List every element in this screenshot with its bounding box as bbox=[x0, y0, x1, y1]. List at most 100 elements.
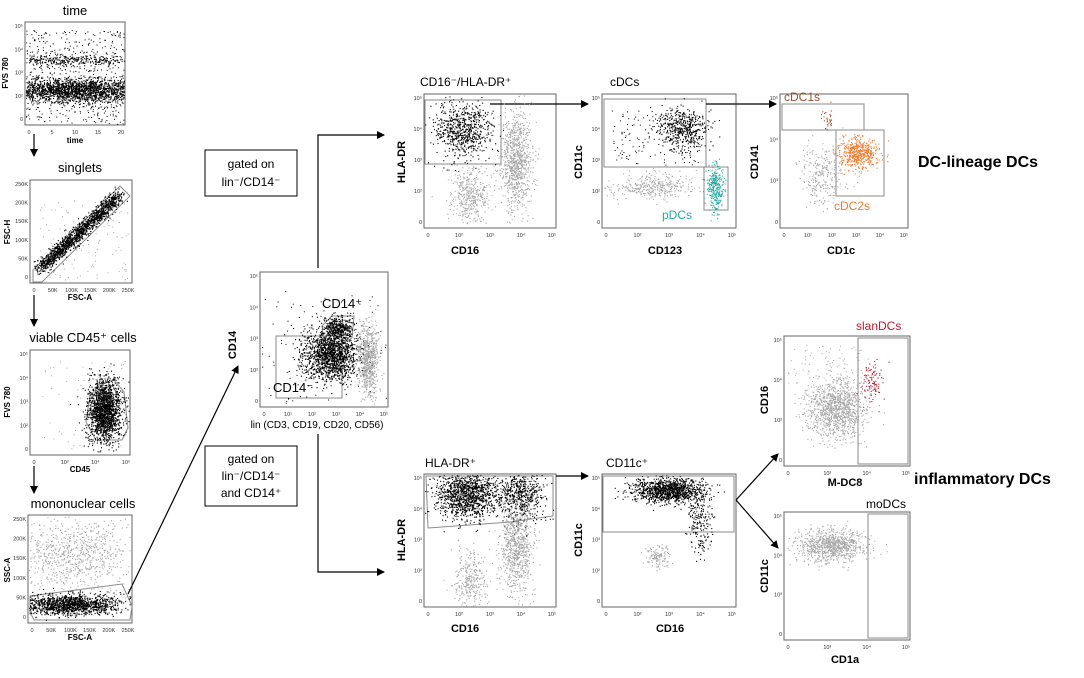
x-tick-label: 10³ bbox=[852, 233, 860, 239]
x-axis-label: FSC-A bbox=[68, 633, 93, 642]
x-tick-label: 10⁵ bbox=[728, 611, 736, 618]
x-tick-label: 10³ bbox=[61, 460, 69, 466]
note-line: lin⁻/CD14⁻ bbox=[222, 469, 281, 483]
x-tick-label: 0 bbox=[604, 233, 607, 239]
x-tick-label: 10⁴ bbox=[696, 611, 705, 618]
y-tick-label: 10⁴ bbox=[20, 375, 29, 382]
y-axis-label: SSC-A bbox=[3, 557, 12, 582]
x-tick-label: 10² bbox=[634, 233, 642, 239]
y-tick-label: 0 bbox=[779, 632, 782, 638]
x-tick-label: 10⁴ bbox=[91, 459, 100, 466]
x-tick-label: 10³ bbox=[665, 233, 673, 239]
arrow-cd11c-to-slan bbox=[736, 454, 778, 500]
y-axis-label: CD141 bbox=[749, 145, 761, 179]
y-tick-label: 200K bbox=[13, 537, 26, 543]
x-tick-label: 0 bbox=[32, 460, 35, 466]
y-tick-label: 150K bbox=[15, 219, 28, 225]
x-tick-label: 10² bbox=[308, 412, 316, 418]
cdc1-gate bbox=[782, 104, 864, 130]
x-tick-label: 10⁵ bbox=[900, 232, 908, 239]
plot-cdcs: cDCs pDCs CD123 CD11c bbox=[573, 75, 736, 257]
slan-label: slanDCs bbox=[856, 319, 901, 333]
x-tick-label: 0 bbox=[30, 628, 33, 634]
y-tick-label: 100K bbox=[15, 238, 28, 244]
y-tick-label: 10⁵ bbox=[414, 95, 422, 102]
x-tick-label: 0 bbox=[426, 233, 429, 239]
x-tick-label: 0 bbox=[426, 612, 429, 618]
note-line: gated on bbox=[228, 157, 275, 171]
y-tick-label: 10⁵ bbox=[774, 337, 782, 344]
pdc-label: pDCs bbox=[662, 208, 692, 222]
heading-dc-lineage: DC-lineage DCs bbox=[918, 154, 1038, 171]
x-axis-label: CD123 bbox=[648, 245, 682, 257]
x-tick-label: 10⁵ bbox=[728, 232, 736, 239]
x-tick-label: 0 bbox=[27, 130, 30, 136]
y-axis-label: FVS 780 bbox=[3, 386, 12, 418]
y-tick-label: 10⁴ bbox=[774, 552, 783, 559]
plot-cd11c-pos: CD11c⁺ CD16 CD11c bbox=[573, 456, 736, 635]
plot-title: CD16⁻/HLA-DR⁺ bbox=[420, 75, 511, 89]
x-tick-label: 150K bbox=[84, 288, 97, 294]
x-tick-label: 10³ bbox=[823, 645, 831, 651]
y-tick-label: 10⁴ bbox=[250, 304, 259, 311]
y-tick-label: 10³ bbox=[414, 538, 422, 544]
y-tick-label: 100K bbox=[13, 576, 26, 582]
y-axis-label: CD11c bbox=[573, 145, 585, 179]
mo-gate bbox=[868, 514, 908, 638]
y-tick-label: 0 bbox=[419, 220, 422, 226]
y-tick-label: 200K bbox=[15, 201, 28, 207]
y-tick-label: 10³ bbox=[20, 400, 28, 406]
y-tick-label: 10⁴ bbox=[414, 126, 423, 133]
y-axis-label: CD11c bbox=[573, 523, 585, 557]
plot-frame bbox=[25, 22, 125, 125]
x-tick-label: 10⁴ bbox=[862, 644, 871, 651]
x-tick-label: 10² bbox=[634, 612, 642, 618]
y-tick-label: 0 bbox=[255, 399, 258, 405]
y-tick-label: 10³ bbox=[592, 538, 600, 544]
x-axis-label: M-DC8 bbox=[828, 477, 863, 489]
x-tick-label: 10³ bbox=[486, 233, 494, 239]
y-tick-label: 0 bbox=[419, 599, 422, 605]
y-axis-label: CD16 bbox=[759, 386, 771, 414]
x-tick-label: 200K bbox=[103, 288, 116, 294]
x-axis-label: time bbox=[67, 136, 84, 145]
y-tick-label: 10³ bbox=[15, 71, 23, 77]
y-tick-label: 10³ bbox=[774, 593, 782, 599]
y-tick-label: 50K bbox=[18, 256, 28, 262]
y-axis-label: HLA-DR bbox=[396, 141, 408, 183]
x-tick-label: 0 bbox=[786, 471, 789, 477]
y-tick-label: 150K bbox=[13, 556, 26, 562]
y-axis-label: CD14 bbox=[227, 330, 239, 359]
cdc2-label: cDC2s bbox=[834, 199, 870, 213]
y-tick-label: 10² bbox=[250, 368, 258, 374]
x-tick-label: 10⁴ bbox=[356, 411, 365, 418]
x-axis-label: CD1c bbox=[827, 245, 855, 257]
x-tick-label: 10⁴ bbox=[696, 232, 705, 239]
plot-title: viable CD45⁺ cells bbox=[29, 330, 137, 345]
x-tick-label: 15 bbox=[95, 130, 101, 136]
heading-inflammatory: inflammatory DCs bbox=[914, 471, 1051, 488]
x-tick-label: 10⁴ bbox=[876, 232, 885, 239]
x-axis-label: CD16 bbox=[451, 245, 479, 257]
x-axis-label: lin (CD3, CD19, CD20, CD56) bbox=[251, 420, 384, 431]
cd14-negative-label: CD14⁻ bbox=[273, 380, 313, 395]
y-tick-label: 10² bbox=[592, 189, 600, 195]
x-axis-label: FSC-A bbox=[68, 293, 93, 302]
arrow-cd14-to-top bbox=[318, 135, 384, 268]
y-tick-label: 10³ bbox=[592, 158, 600, 164]
x-tick-label: 10⁵ bbox=[380, 411, 388, 418]
x-tick-label: 10³ bbox=[823, 471, 831, 477]
x-tick-label: 10⁴ bbox=[862, 470, 871, 477]
y-tick-label: 10³ bbox=[250, 337, 258, 343]
y-tick-label: 10² bbox=[15, 94, 23, 100]
plot-frame bbox=[784, 512, 910, 640]
x-tick-label: 10² bbox=[828, 233, 836, 239]
y-tick-label: 0 bbox=[597, 220, 600, 226]
cd11c-gate bbox=[603, 476, 734, 532]
y-tick-label: 10⁴ bbox=[592, 506, 601, 513]
plot-title: CD11c⁺ bbox=[606, 456, 648, 470]
x-tick-label: 10⁵ bbox=[902, 644, 910, 651]
note-line: lin⁻/CD14⁻ bbox=[222, 175, 281, 189]
plot-cd14-lin: CD14⁺ CD14⁻ lin (CD3, CD19, CD20, CD56) … bbox=[227, 272, 388, 431]
plot-frame bbox=[30, 350, 130, 455]
